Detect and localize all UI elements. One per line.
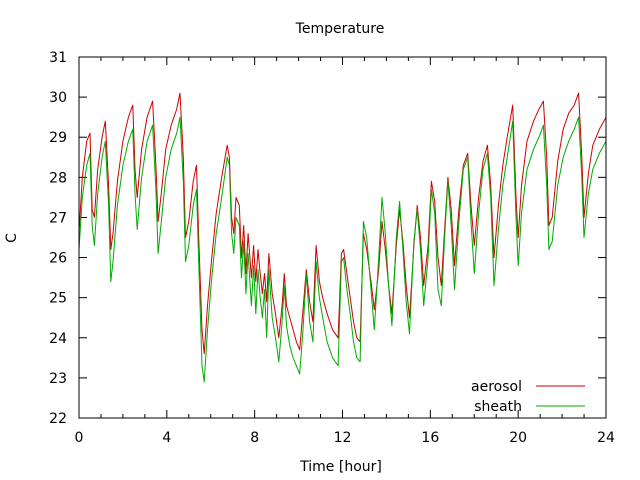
x-axis-label: Time [hour] (299, 459, 382, 475)
series-layer (78, 92, 607, 383)
axis-ticks: 22 23 24 25 26 27 28 29 30 31 0 4 8 12 16 20 24 (49, 50, 615, 446)
x-tick-label: 8 (250, 430, 259, 446)
x-tick-label: 12 (334, 430, 352, 446)
y-tick-label: 22 (49, 411, 67, 427)
y-tick-label: 30 (49, 90, 67, 106)
y-tick-label: 28 (49, 170, 67, 186)
x-tick-label: 20 (509, 430, 527, 446)
y-axis-label: C (4, 233, 20, 243)
chart-title: Temperature (295, 21, 385, 37)
y-tick-label: 25 (49, 291, 67, 307)
x-tick-label: 16 (421, 430, 439, 446)
x-tick-label: 4 (162, 430, 171, 446)
series-line-aerosol (78, 92, 607, 355)
x-tick-label: 24 (597, 430, 615, 446)
y-tick-label: 31 (49, 50, 67, 66)
y-tick-label: 26 (49, 251, 67, 267)
y-tick-label: 23 (49, 371, 67, 387)
plot-frame (78, 56, 607, 419)
y-tick-label: 24 (49, 331, 67, 347)
x-tick-label: 0 (75, 430, 84, 446)
legend: aerosol sheath (471, 379, 585, 415)
series-line-sheath (78, 116, 607, 383)
legend-label-sheath: sheath (474, 399, 522, 415)
y-tick-label: 29 (49, 130, 67, 146)
y-tick-label: 27 (49, 210, 67, 226)
legend-label-aerosol: aerosol (471, 379, 522, 395)
